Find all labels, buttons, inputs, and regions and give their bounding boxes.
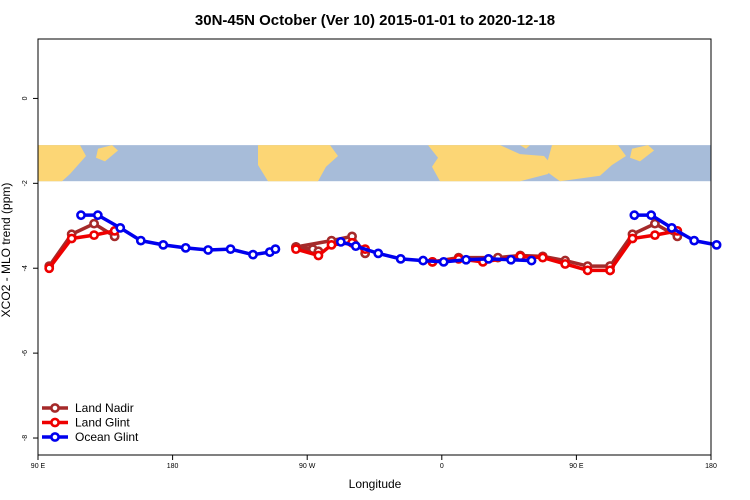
data-point	[92, 210, 103, 221]
data-point	[158, 239, 169, 250]
series-ocean-glint	[76, 210, 722, 267]
data-point	[461, 254, 472, 265]
land-mass-1	[96, 145, 118, 162]
series-line	[608, 221, 679, 268]
data-point	[89, 218, 99, 229]
chart-title: 30N-45N October (Ver 10) 2015-01-01 to 2…	[195, 12, 555, 29]
data-point	[418, 255, 429, 266]
y-tick-label: -2	[22, 180, 29, 186]
data-point	[650, 218, 660, 229]
data-point	[115, 222, 126, 233]
plot-frame	[37, 38, 712, 456]
data-point	[395, 253, 406, 264]
data-point	[646, 210, 657, 221]
land-mass-5	[630, 145, 654, 162]
series-line	[47, 221, 116, 268]
legend-label: Ocean Glint	[75, 430, 139, 444]
data-point	[313, 250, 324, 261]
data-point	[666, 222, 677, 233]
data-point	[76, 210, 86, 221]
series-line	[608, 229, 678, 272]
data-point	[483, 253, 494, 264]
data-point	[180, 242, 191, 253]
y-tick-label: -4	[22, 265, 29, 271]
data-point	[560, 259, 571, 269]
data-point	[66, 233, 77, 244]
data-point	[225, 244, 236, 255]
series-line	[340, 240, 532, 264]
land-mass-0	[38, 145, 86, 182]
data-point	[689, 235, 700, 246]
data-point	[711, 239, 722, 250]
data-point	[582, 265, 593, 276]
data-point	[373, 248, 384, 259]
data-point	[605, 265, 615, 276]
data-point	[627, 233, 638, 244]
data-point	[248, 249, 258, 260]
data-point	[350, 241, 361, 252]
land-mass-2	[258, 145, 338, 182]
legend-swatch-marker	[50, 403, 60, 413]
data-point	[650, 230, 660, 241]
data-point	[438, 256, 449, 267]
y-tick-label: 0	[22, 96, 29, 100]
data-point	[335, 237, 346, 247]
data-point	[506, 254, 516, 265]
data-point	[135, 235, 146, 246]
x-tick-label: 90 E	[31, 463, 46, 470]
y-axis-label: XCO2 - MLO trend (ppm)	[0, 183, 13, 318]
data-point	[526, 255, 537, 266]
land-mass-4	[545, 145, 626, 182]
x-tick-label: 180	[705, 463, 717, 470]
data-point	[44, 263, 55, 274]
x-tick-label: 0	[440, 463, 444, 470]
x-axis: 90 E 180 90 W 0 90 E 180	[31, 455, 717, 470]
legend-label: Land Glint	[75, 416, 130, 430]
data-point	[629, 210, 640, 221]
legend-swatch-marker	[50, 432, 60, 442]
x-tick-label: 90 E	[569, 463, 584, 470]
data-point	[326, 239, 337, 250]
world-map-band	[38, 145, 711, 182]
y-axis: 0 -2 -4 -6 -8	[22, 96, 38, 441]
data-point	[270, 244, 281, 255]
data-point	[291, 244, 301, 255]
y-tick-label: -8	[22, 435, 29, 441]
legend-label: Land Nadir	[75, 401, 134, 415]
land-mass-6	[520, 145, 530, 149]
data-point	[537, 252, 548, 263]
series-line	[80, 213, 271, 257]
data-point	[203, 245, 214, 255]
land-mass-3	[428, 145, 552, 182]
plot-area	[44, 210, 722, 276]
x-axis-label: Longitude	[349, 477, 402, 491]
x-tick-label: 90 W	[299, 463, 316, 470]
legend-swatch-marker	[50, 417, 60, 428]
y-tick-label: -6	[22, 350, 29, 356]
x-tick-label: 180	[167, 463, 179, 470]
series-line	[47, 229, 116, 270]
data-point	[89, 230, 99, 241]
